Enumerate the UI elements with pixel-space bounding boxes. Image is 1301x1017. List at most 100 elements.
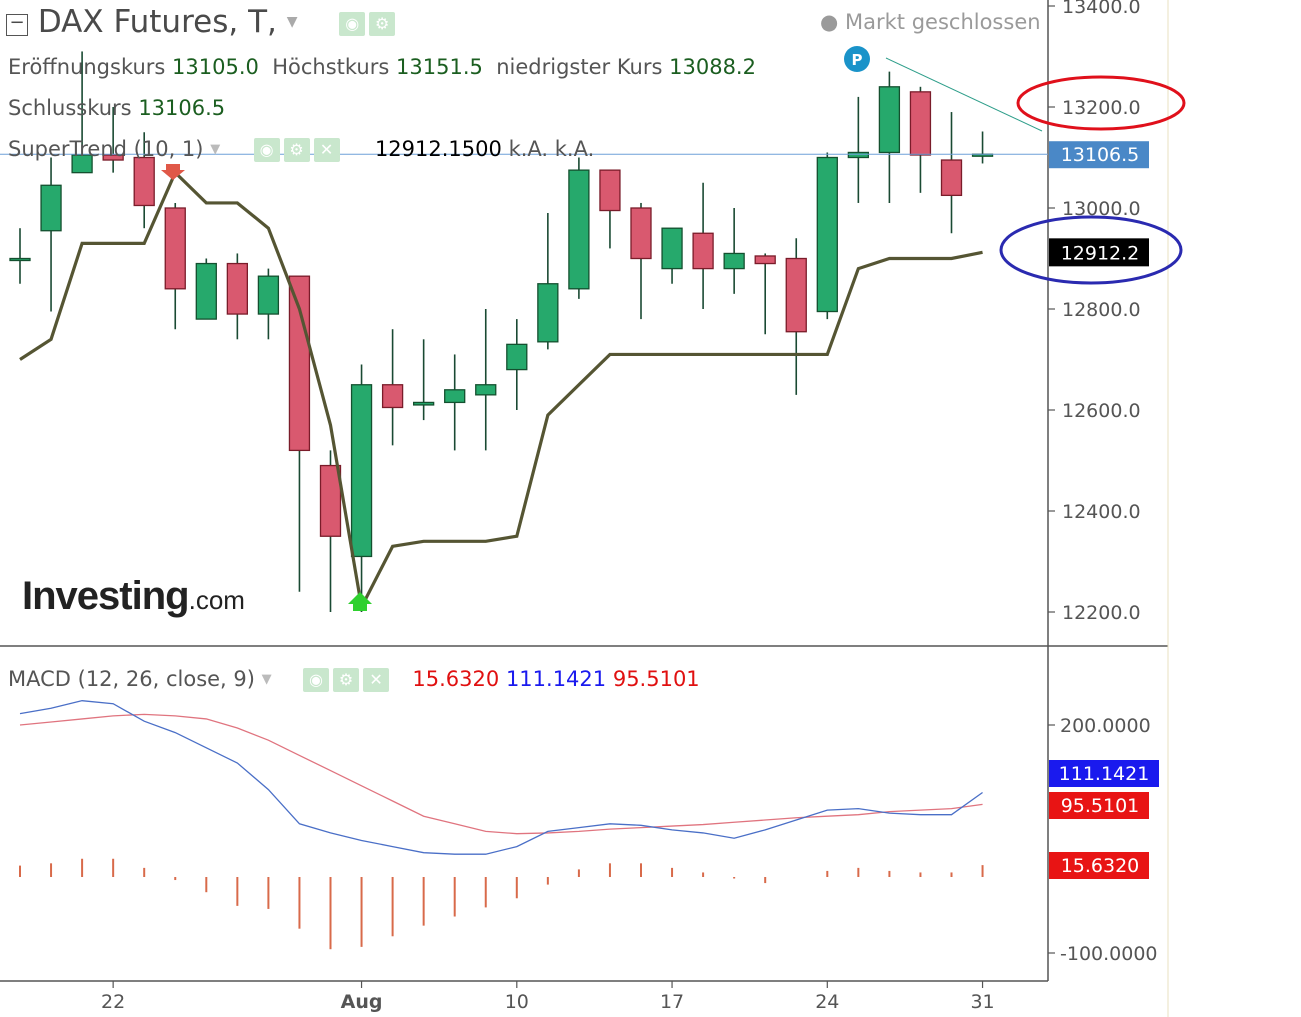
price-tick-label: 13000.0 bbox=[1062, 198, 1141, 220]
close-row: Schlusskurs 13106.5 bbox=[8, 96, 225, 120]
macd-gear-icon[interactable]: ⚙ bbox=[333, 668, 360, 692]
candle[interactable] bbox=[257, 268, 280, 340]
candle[interactable] bbox=[444, 354, 466, 451]
time-tick-label: 31 bbox=[970, 991, 994, 1013]
candle[interactable] bbox=[164, 202, 186, 330]
svg-text:15.6320: 15.6320 bbox=[1061, 855, 1140, 877]
candle[interactable] bbox=[195, 258, 217, 320]
candle[interactable] bbox=[288, 275, 311, 592]
supertrend-gear-icon[interactable]: ⚙ bbox=[283, 138, 310, 162]
p-marker-label: P bbox=[852, 51, 863, 69]
candle[interactable] bbox=[630, 202, 652, 320]
supertrend-line[interactable] bbox=[19, 169, 983, 612]
close-value: 13106.5 bbox=[138, 96, 226, 120]
low-value: 13088.2 bbox=[669, 55, 756, 79]
candle[interactable] bbox=[506, 319, 528, 410]
status-dot-icon: ● bbox=[820, 10, 839, 34]
logo-suffix: .com bbox=[188, 585, 245, 615]
candle[interactable] bbox=[71, 51, 93, 174]
candle[interactable] bbox=[723, 208, 745, 294]
blue-highlight-circle bbox=[999, 215, 1183, 285]
macd-signal-value: 95.5101 bbox=[612, 667, 700, 691]
macd-label: MACD (12, 26, close, 9) bbox=[8, 667, 255, 691]
investing-logo: Investing.com bbox=[22, 574, 245, 619]
candle[interactable] bbox=[878, 71, 901, 203]
candle[interactable] bbox=[909, 86, 932, 193]
p-marker[interactable]: P bbox=[844, 46, 870, 72]
chart-title: DAX Futures, T, bbox=[37, 4, 277, 40]
macd-close-icon[interactable]: ✕ bbox=[363, 668, 390, 692]
time-tick-label: 17 bbox=[660, 991, 684, 1013]
supertrend-eye-icon[interactable]: ◉ bbox=[253, 138, 280, 162]
price-tick-label: 13200.0 bbox=[1062, 97, 1141, 119]
price-tick-label: 13400.0 bbox=[1062, 0, 1141, 18]
macd-layer bbox=[19, 700, 984, 950]
supertrend-layer bbox=[19, 169, 983, 612]
candle[interactable] bbox=[412, 339, 435, 421]
candle[interactable] bbox=[785, 238, 807, 395]
supertrend-close-icon[interactable]: ✕ bbox=[313, 138, 340, 162]
candles-layer bbox=[9, 51, 994, 612]
macd-header-row: MACD (12, 26, close, 9) ▼ ◉ ⚙ ✕ 15.6320 11… bbox=[8, 667, 700, 692]
candle[interactable] bbox=[940, 112, 963, 234]
low-label: niedrigster Kurs bbox=[496, 55, 663, 79]
high-value: 13151.5 bbox=[396, 55, 483, 79]
supertrend-chevron-icon[interactable]: ▼ bbox=[210, 142, 221, 157]
macd-line-value: 111.1421 bbox=[505, 667, 607, 691]
supertrend-na-1: k.A. bbox=[508, 137, 549, 161]
time-tick-label: Aug bbox=[341, 991, 383, 1013]
ohlc-row: Eröffnungskurs 13105.0 Höchstkurs 13151.… bbox=[8, 55, 756, 79]
price-tick-label: 12200.0 bbox=[1062, 602, 1141, 624]
collapse-icon[interactable]: − bbox=[6, 14, 28, 36]
candle[interactable] bbox=[102, 107, 124, 173]
sell-signal-arrow bbox=[161, 164, 185, 180]
svg-text:12912.2: 12912.2 bbox=[1061, 242, 1140, 264]
macd-line[interactable] bbox=[19, 700, 983, 855]
candle[interactable] bbox=[816, 152, 838, 320]
macd-value-label: 111.1421 bbox=[1049, 760, 1159, 787]
chevron-down-icon[interactable]: ▼ bbox=[286, 14, 298, 30]
supertrend-row: SuperTrend (10, 1) ▼ ◉ ⚙ ✕ 12912.1500 k.A.… bbox=[8, 137, 594, 162]
candle[interactable] bbox=[133, 132, 155, 229]
close-label: Schlusskurs bbox=[8, 96, 132, 120]
candle[interactable] bbox=[692, 182, 714, 309]
macd-hist-value: 15.6320 bbox=[412, 667, 500, 691]
signal-value-label: 95.5101 bbox=[1049, 792, 1149, 819]
price-tick-label: 12800.0 bbox=[1062, 299, 1141, 321]
svg-text:111.1421: 111.1421 bbox=[1059, 763, 1150, 785]
gear-icon[interactable]: ⚙ bbox=[369, 11, 396, 36]
candle[interactable] bbox=[599, 169, 621, 249]
macd-tick-label: 200.0000 bbox=[1060, 715, 1151, 737]
candle[interactable] bbox=[40, 157, 62, 312]
time-tick-label: 24 bbox=[815, 991, 839, 1013]
logo-main: Investing bbox=[22, 574, 190, 618]
candle[interactable] bbox=[381, 329, 404, 446]
candle[interactable] bbox=[754, 253, 776, 335]
red-highlight-circle bbox=[1016, 75, 1186, 131]
candle[interactable] bbox=[971, 131, 994, 164]
candle[interactable] bbox=[319, 450, 342, 612]
macd-chevron-icon[interactable]: ▼ bbox=[261, 672, 272, 687]
eye-icon[interactable]: ◉ bbox=[339, 11, 366, 36]
supertrend-label: SuperTrend (10, 1) bbox=[8, 137, 204, 161]
open-value: 13105.0 bbox=[172, 55, 259, 79]
trendline[interactable] bbox=[885, 57, 1043, 132]
buy-signal-arrow bbox=[348, 592, 372, 611]
candle[interactable] bbox=[847, 96, 869, 203]
candle[interactable] bbox=[9, 228, 31, 284]
candle[interactable] bbox=[226, 253, 249, 340]
price-tick-label: 12600.0 bbox=[1062, 400, 1141, 422]
candle[interactable] bbox=[537, 213, 559, 350]
open-label: Eröffnungskurs bbox=[8, 55, 166, 79]
signal-line[interactable] bbox=[19, 713, 983, 835]
candle[interactable] bbox=[661, 227, 683, 284]
last-price-label: 13106.5 bbox=[1049, 141, 1149, 169]
macd-eye-icon[interactable]: ◉ bbox=[303, 668, 330, 692]
candle[interactable] bbox=[568, 157, 590, 299]
macd-tick-label: -100.0000 bbox=[1060, 943, 1158, 965]
supertrend-price-label: 12912.2 bbox=[1049, 238, 1149, 267]
hist-value-label: 15.6320 bbox=[1049, 852, 1149, 879]
candle[interactable] bbox=[350, 364, 373, 612]
candle[interactable] bbox=[475, 309, 497, 451]
